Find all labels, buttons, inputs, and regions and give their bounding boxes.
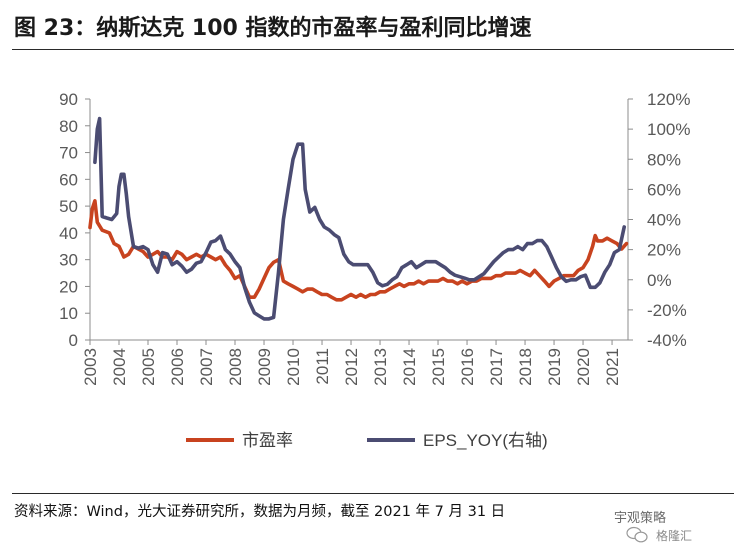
- legend-item-eps-label: EPS_YOY(右轴): [423, 431, 548, 450]
- source-divider: [12, 493, 734, 494]
- y-right-tick-label: 100%: [647, 120, 690, 139]
- y-left-tick-label: 40: [59, 224, 78, 243]
- x-tick-label: 2005: [139, 348, 158, 386]
- x-tick-label: 2017: [487, 348, 506, 386]
- x-tick-label: 2003: [81, 348, 100, 386]
- y-right-tick-label: 120%: [647, 90, 690, 109]
- title-divider: [12, 49, 734, 50]
- x-tick-label: 2018: [516, 348, 535, 386]
- x-tick-label: 2008: [226, 348, 245, 386]
- x-tick-label: 2006: [168, 348, 187, 386]
- y-right-tick-label: 40%: [647, 211, 681, 230]
- x-tick-label: 2015: [429, 348, 448, 386]
- y-left-tick-label: 50: [59, 197, 78, 216]
- x-tick-label: 2011: [313, 348, 332, 385]
- x-tick-label: 2007: [197, 348, 216, 386]
- y-left-tick-label: 20: [59, 277, 78, 296]
- watermark-subtext: 格隆汇: [656, 529, 693, 543]
- x-tick-label: 2020: [574, 348, 593, 386]
- legend-item-pe-label: 市盈率: [242, 431, 293, 450]
- x-tick-label: 2019: [545, 348, 564, 386]
- y-right-tick-label: -40%: [647, 331, 687, 350]
- x-tick-label: 2010: [284, 348, 303, 386]
- x-tick-label: 2014: [400, 348, 419, 386]
- watermark-text: 宇观策略: [614, 511, 667, 526]
- x-tick-label: 2013: [371, 348, 390, 386]
- x-tick-label: 2016: [458, 348, 477, 386]
- pe-ratio-series-line: [88, 199, 629, 302]
- x-tick-label: 2012: [342, 348, 361, 386]
- pe-eps-line-chart: 0 10 20 30 40 50 60 70 80 90 -40% -20% 0% 20% 40% 60% 80…: [59, 90, 690, 450]
- chart-axes: 0 10 20 30 40 50 60 70 80 90 -40% -20% 0% 20% 40% 60% 80…: [59, 90, 690, 386]
- x-tick-label: 2009: [255, 348, 274, 386]
- y-left-tick-label: 30: [59, 251, 78, 270]
- y-left-tick-label: 90: [59, 90, 78, 109]
- y-left-tick-label: 10: [59, 304, 78, 323]
- y-left-tick-label: 80: [59, 117, 78, 136]
- x-tick-label: 2021: [603, 348, 622, 386]
- y-right-tick-label: 20%: [647, 241, 681, 260]
- chart-series: [88, 116, 629, 321]
- y-left-tick-label: 60: [59, 170, 78, 189]
- eps-yoy-series-line: [93, 116, 626, 321]
- y-left-tick-label: 0: [69, 331, 78, 350]
- y-right-tick-label: 0%: [647, 271, 672, 290]
- y-right-tick-label: -20%: [647, 301, 687, 320]
- chart-legend: 市盈率 EPS_YOY(右轴): [186, 431, 548, 450]
- page-title: 图 23：纳斯达克 100 指数的市盈率与盈利同比增速: [14, 16, 532, 41]
- x-tick-label: 2004: [110, 348, 129, 386]
- y-right-tick-label: 60%: [647, 180, 681, 199]
- y-right-tick-label: 80%: [647, 150, 681, 169]
- y-left-tick-label: 70: [59, 144, 78, 163]
- source-note: 资料来源：Wind，光大证券研究所，数据为月频，截至 2021 年 7 月 31…: [14, 504, 506, 520]
- chat-bubble-icon: [626, 526, 648, 543]
